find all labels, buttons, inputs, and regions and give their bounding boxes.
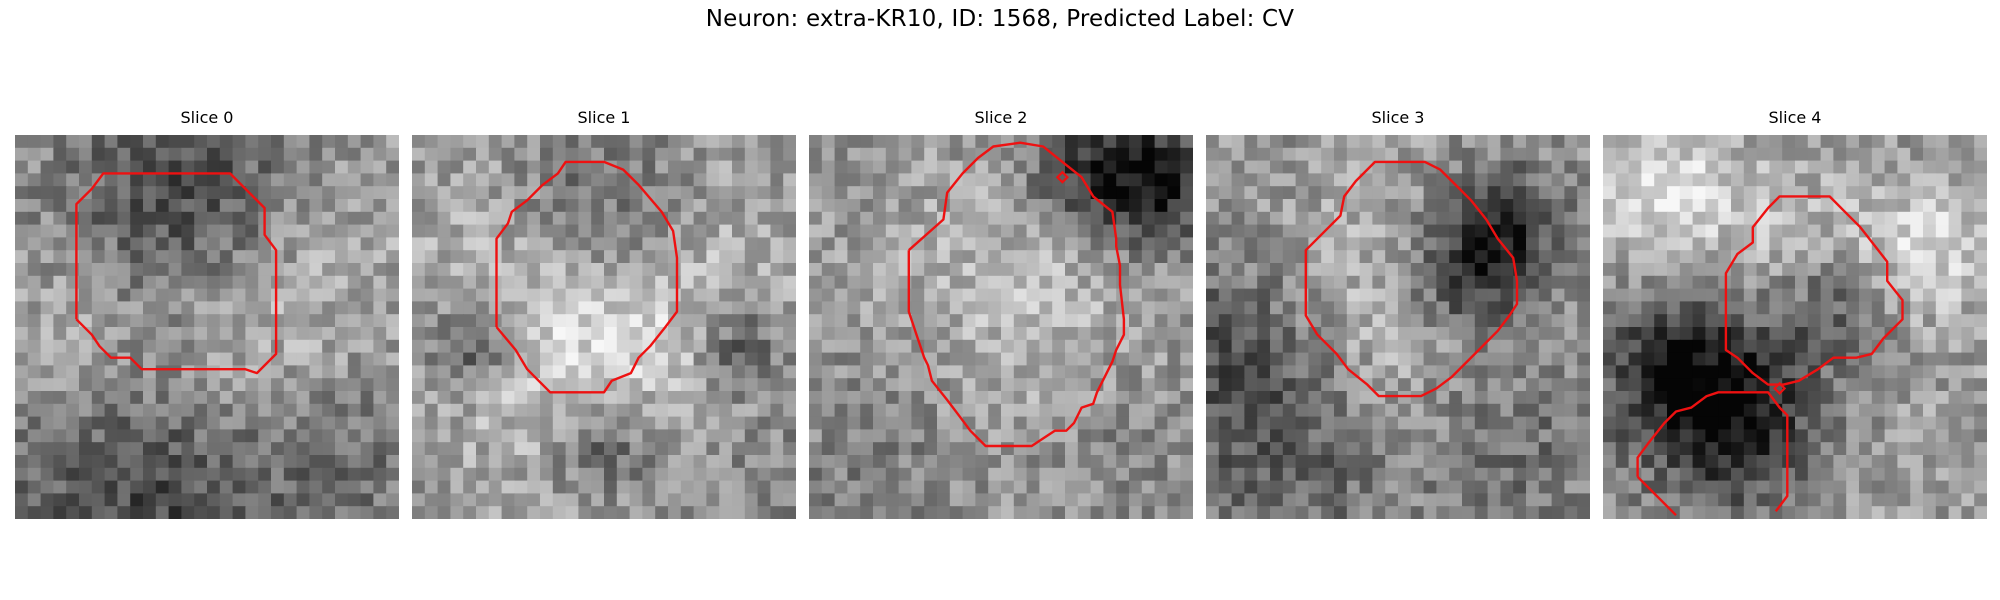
contour-outline: [1636, 475, 1677, 517]
slice-image: [1603, 135, 1987, 519]
slice-title: Slice 3: [1371, 108, 1425, 127]
slice-title: Slice 2: [974, 108, 1028, 127]
figure-title: Neuron: extra-KR10, ID: 1568, Predicted …: [705, 6, 1295, 32]
contour-marker: [1773, 381, 1787, 395]
greyscale-micrograph: [809, 135, 1193, 519]
contour-outline: [1724, 195, 1904, 386]
slice-image: [15, 135, 399, 519]
greyscale-micrograph: [15, 135, 399, 519]
greyscale-micrograph: [1603, 135, 1987, 519]
slice-image: [809, 135, 1193, 519]
slice-title: Slice 1: [577, 108, 631, 127]
contour-marker: [1055, 170, 1069, 184]
contour-outline: [1304, 160, 1519, 398]
slice-image: [1206, 135, 1590, 519]
greyscale-micrograph: [412, 135, 796, 519]
slice-title: Slice 4: [1768, 108, 1822, 127]
greyscale-micrograph: [1206, 135, 1590, 519]
contour-outline: [907, 141, 1126, 448]
contour-outline: [1636, 391, 1789, 513]
contour-outline: [75, 172, 278, 375]
slice-image: [412, 135, 796, 519]
contour-outline: [495, 160, 679, 394]
slice-title: Slice 0: [180, 108, 234, 127]
